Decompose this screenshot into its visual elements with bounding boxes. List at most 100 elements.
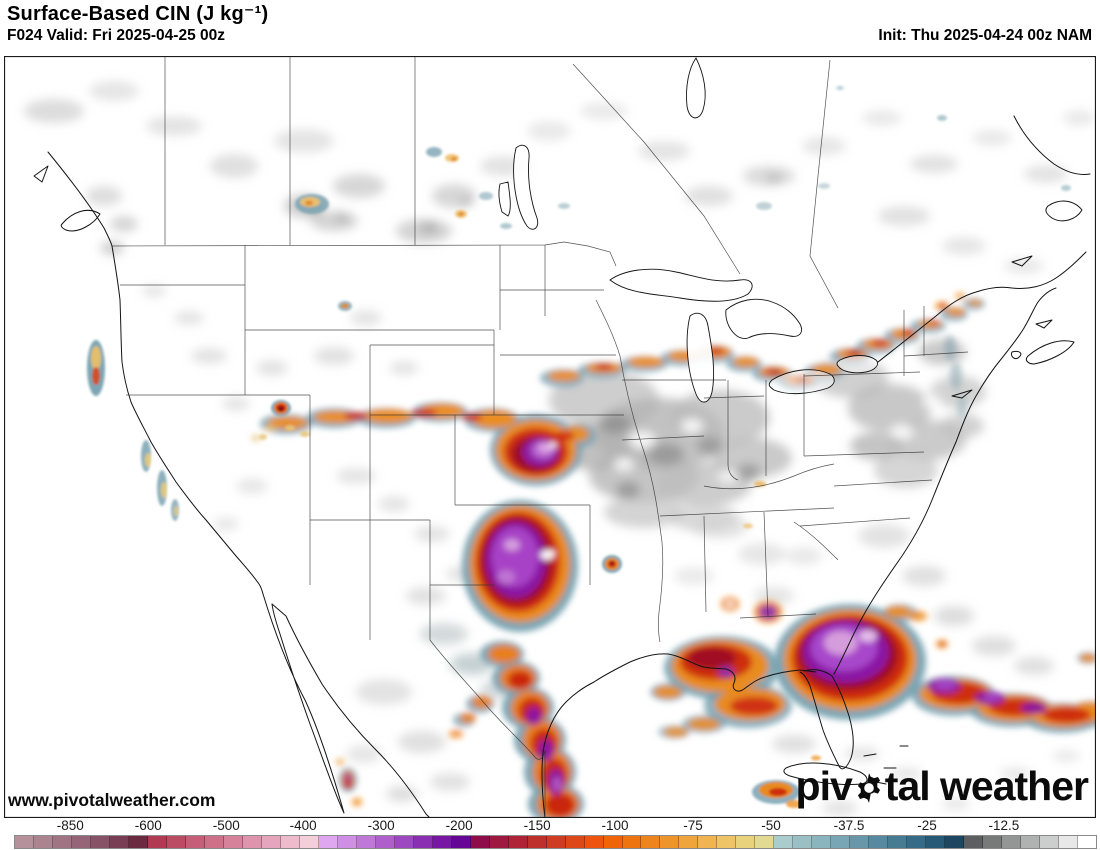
colorbar-segment [717, 836, 737, 848]
coastlines [33, 115, 1091, 818]
colorbar-tick: -12.5 [988, 818, 1020, 833]
colorbar-segment [147, 836, 167, 848]
baja-peninsula [262, 593, 345, 814]
colorbar-segment [261, 836, 281, 848]
anticosti-island [1011, 255, 1033, 267]
lake-winnipeg [513, 144, 539, 230]
colorbar-tick: -200 [445, 818, 473, 833]
gulf-coast [541, 653, 817, 818]
st-lawrence-coast [877, 251, 1087, 363]
colorbar-segment [185, 836, 205, 848]
colorbar-segment [508, 836, 528, 848]
colorbar-segment [375, 836, 395, 848]
colorbar-tick: -25 [917, 818, 937, 833]
colorbar-segment [15, 836, 34, 848]
colorbar-segment [584, 836, 604, 848]
mississippi-river [619, 355, 664, 643]
lake-michigan [686, 312, 715, 403]
colorbar-segment [223, 836, 243, 848]
valid-time-label: F024 Valid: Fri 2025-04-25 00z [7, 27, 225, 44]
colorbar-segment [1002, 836, 1022, 848]
james-bay [686, 57, 706, 119]
cin-louisiana-gulf [650, 636, 792, 739]
colorbar-segment [831, 836, 851, 848]
colorbar-segment [1078, 836, 1097, 848]
colorbar-segment [71, 836, 91, 848]
colorbar-segment [983, 836, 1003, 848]
political-borders [111, 56, 969, 818]
ontario-quebec-border [809, 59, 839, 309]
rio-grande-border [429, 639, 546, 818]
colorbar-segment [280, 836, 300, 848]
gear-icon [857, 773, 880, 803]
colorbar-tick: -100 [601, 818, 629, 833]
colorbar-segment [413, 836, 433, 848]
colorbar-tick: -75 [683, 818, 703, 833]
colorbar-segment [356, 836, 376, 848]
colorbar-segment [945, 836, 965, 848]
colorbar-segment [603, 836, 623, 848]
colorbar-segment [128, 836, 148, 848]
long-island [951, 389, 973, 399]
colorbar-segment [850, 836, 870, 848]
brand-logo: piv tal weather [795, 763, 1089, 809]
colorbar-segment [546, 836, 566, 848]
newfoundland [1045, 200, 1083, 222]
brand-text-right: tal weather [884, 763, 1089, 809]
lake-ontario [836, 355, 878, 374]
brand-text-left: piv [795, 763, 853, 809]
florida-peninsula [799, 669, 854, 770]
lake-superior [609, 268, 753, 302]
ontario-manitoba-border [572, 63, 741, 275]
map-frame: www.pivotalweather.com piv tal weather [4, 56, 1096, 818]
nova-scotia [1025, 340, 1075, 365]
haida-gwaii [33, 165, 49, 183]
cape-cod [1011, 351, 1022, 359]
colorbar-segment [926, 836, 946, 848]
colorbar-segment [489, 836, 509, 848]
colorbar-segment [33, 836, 53, 848]
cin-plains-band [251, 402, 596, 486]
colorbar: -850 -600 -500 -400 -300 -200 -150 -100 -75 -50 -3… [14, 818, 1097, 850]
colorbar-segment [660, 836, 680, 848]
colorbar-scale [14, 835, 1097, 849]
watermark-url: www.pivotalweather.com [8, 790, 216, 810]
colorbar-tick: -150 [523, 818, 551, 833]
colorbar-segment [774, 836, 794, 848]
colorbar-segment [527, 836, 547, 848]
colorbar-segment [736, 836, 756, 848]
colorbar-segment [90, 836, 110, 848]
colorbar-tick: -400 [289, 818, 317, 833]
cin-small-features [87, 86, 1071, 808]
colorbar-segment [299, 836, 319, 848]
colorbar-segment [166, 836, 186, 848]
colorbar-segment [907, 836, 927, 848]
colorbar-tick: -500 [212, 818, 240, 833]
vancouver-island [60, 209, 101, 232]
colorbar-segment [204, 836, 224, 848]
cin-oklahoma-max [462, 500, 578, 632]
colorbar-segment [337, 836, 357, 848]
colorbar-segment [432, 836, 452, 848]
colorbar-segment [451, 836, 471, 848]
init-time-label: Init: Thu 2025-04-24 00z NAM [878, 27, 1092, 44]
colorbar-segment [755, 836, 775, 848]
colorbar-segment [318, 836, 338, 848]
colorbar-tick-labels: -850 -600 -500 -400 -300 -200 -150 -100 -75 -50 -3… [14, 818, 1097, 834]
colorbar-segment [888, 836, 908, 848]
colorbar-tick: -37.5 [833, 818, 865, 833]
pacific-coast [47, 151, 264, 595]
cin-atlantic-max [721, 597, 1096, 733]
lake-huron [725, 298, 802, 339]
colorbar-tick: -50 [761, 818, 781, 833]
colorbar-segment [394, 836, 414, 848]
lakes [498, 57, 878, 403]
colorbar-segment [793, 836, 813, 848]
prince-edward-island [1035, 319, 1053, 329]
mexico-west-coast [271, 603, 431, 818]
colorbar-segment [1040, 836, 1060, 848]
colorbar-tick: -850 [56, 818, 84, 833]
map-border [4, 56, 1096, 818]
colorbar-segment [1059, 836, 1079, 848]
colorbar-segment [622, 836, 642, 848]
